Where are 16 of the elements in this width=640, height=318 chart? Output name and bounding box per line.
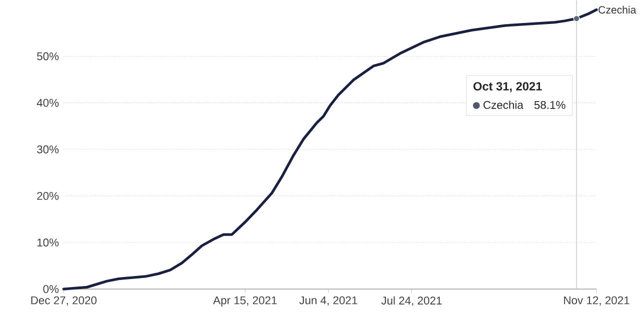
y-tick-label: 0% bbox=[43, 285, 59, 294]
x-tick-label: Dec 27, 2020 bbox=[31, 296, 97, 306]
x-tick-label: Apr 15, 2021 bbox=[213, 296, 277, 307]
x-tick-label: Jul 24, 2021 bbox=[381, 296, 442, 306]
x-tick-label: Nov 12, 2021 bbox=[564, 296, 630, 306]
x-tick-label: Jun 4, 2021 bbox=[299, 296, 358, 306]
text: Czechia bbox=[598, 6, 636, 14]
y-tick-label: 50% bbox=[37, 52, 59, 60]
legend-label: Czechia bbox=[484, 100, 524, 110]
y-tick-label: 20% bbox=[37, 192, 59, 200]
y-tick-label: 10% bbox=[37, 238, 59, 247]
y-tick-label: 30% bbox=[37, 146, 59, 154]
line-series bbox=[62, 8, 598, 291]
y-tick-label: 40% bbox=[36, 99, 59, 107]
annotation: 58.1% bbox=[534, 101, 566, 110]
annotation: Oct 31, 2021 bbox=[473, 82, 542, 92]
